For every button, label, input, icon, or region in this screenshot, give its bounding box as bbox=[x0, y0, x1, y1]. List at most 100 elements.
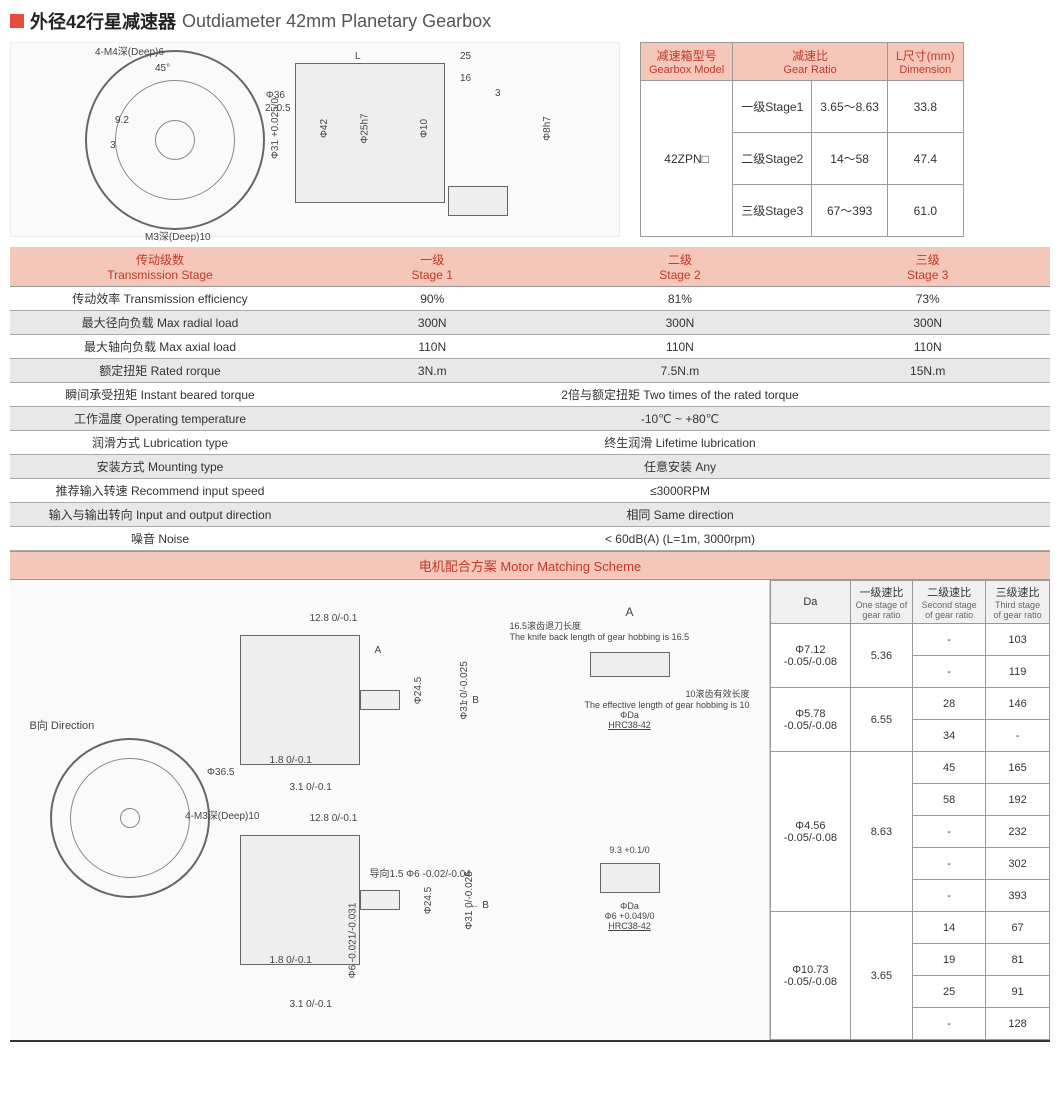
note: 9.3 +0.1/0 bbox=[510, 845, 750, 855]
cell: 47.4 bbox=[887, 133, 963, 185]
note: The effective length of gear hobbing is … bbox=[510, 700, 750, 710]
label-cell: 额定扭矩 Rated rorque bbox=[10, 359, 310, 383]
s3-cell: 393 bbox=[986, 880, 1050, 912]
th-cn: 减速箱型号 bbox=[649, 47, 724, 64]
note: Φ6 +0.049/0 bbox=[510, 911, 750, 921]
cell: 61.0 bbox=[887, 185, 963, 237]
cell: 14～58 bbox=[812, 133, 888, 185]
dim-label: ← B bbox=[470, 900, 489, 911]
s2-cell: - bbox=[913, 816, 986, 848]
table-row: 最大轴向负载 Max axial load110N110N110N bbox=[10, 335, 1050, 359]
dim-label: 4-M4深(Deep)6 bbox=[95, 43, 164, 58]
th-cn: 一级速比 bbox=[855, 584, 908, 600]
table-row: Φ7.12 -0.05/-0.085.36-103 bbox=[771, 624, 1050, 656]
s2-cell: 45 bbox=[913, 752, 986, 784]
label-cell: 工作温度 Operating temperature bbox=[10, 407, 310, 431]
label-cell: 润滑方式 Lubrication type bbox=[10, 431, 310, 455]
table-row: 42ZPN□一级Stage13.65～8.6333.8 bbox=[641, 81, 964, 133]
hrc-label: HRC38-42 bbox=[510, 921, 750, 931]
cell: 300N bbox=[310, 311, 554, 335]
header-marker-icon bbox=[10, 14, 24, 28]
s1-cell: 6.55 bbox=[850, 688, 912, 752]
cell: 二级Stage2 bbox=[733, 133, 812, 185]
dim-label: 45° bbox=[155, 63, 170, 74]
dim-label: 3.1 0/-0.1 bbox=[290, 782, 332, 793]
dim-label: 1.8 0/-0.1 bbox=[270, 955, 312, 966]
s3-cell: - bbox=[986, 720, 1050, 752]
note: ΦDa bbox=[510, 901, 750, 911]
da-cell: Φ7.12 -0.05/-0.08 bbox=[771, 624, 851, 688]
label-cell: 最大轴向负载 Max axial load bbox=[10, 335, 310, 359]
cell: 110N bbox=[310, 335, 554, 359]
dim-label: Φ31 0/-0.025 bbox=[458, 661, 469, 720]
s3-cell: 192 bbox=[986, 784, 1050, 816]
title-en: Outdiameter 42mm Planetary Gearbox bbox=[182, 11, 491, 32]
merged-cell: 任意安装 Any bbox=[310, 455, 1050, 479]
merged-cell: 终生润滑 Lifetime lubrication bbox=[310, 431, 1050, 455]
th-model: 减速箱型号 Gearbox Model bbox=[641, 43, 733, 81]
dim-label: 导向1.5 Φ6 -0.02/-0.04 bbox=[370, 865, 471, 880]
label-cell: 传动效率 Transmission efficiency bbox=[10, 287, 310, 311]
dim-label: 3 bbox=[495, 88, 501, 99]
th-s2: 二级 Stage 2 bbox=[554, 247, 805, 287]
th-en: Gearbox Model bbox=[649, 64, 724, 76]
dim-label: M3深(Deep)10 bbox=[145, 228, 211, 243]
th-ratio: 减速比 Gear Ratio bbox=[733, 43, 888, 81]
da-cell: Φ10.73 -0.05/-0.08 bbox=[771, 912, 851, 1040]
th-s3: 三级 Stage 3 bbox=[805, 247, 1050, 287]
th-en: Dimension bbox=[896, 64, 955, 76]
th-cn: 三级速比 bbox=[990, 584, 1045, 600]
s2-cell: 34 bbox=[913, 720, 986, 752]
cell: 110N bbox=[554, 335, 805, 359]
merged-cell: < 60dB(A) (L=1m, 3000rpm) bbox=[310, 527, 1050, 551]
label-cell: 噪音 Noise bbox=[10, 527, 310, 551]
s2-cell: 14 bbox=[913, 912, 986, 944]
th-cn: 二级速比 bbox=[917, 584, 981, 600]
dim-label: Φ8h7 bbox=[542, 117, 553, 142]
table-row: 安装方式 Mounting type任意安装 Any bbox=[10, 455, 1050, 479]
th-en: Stage 1 bbox=[314, 268, 550, 282]
motor-ratio-table: Da 一级速比 One stage of gear ratio 二级速比 Sec… bbox=[770, 580, 1050, 1040]
th-s1: 一级 Stage 1 bbox=[310, 247, 554, 287]
merged-cell: -10℃ ~ +80℃ bbox=[310, 407, 1050, 431]
b-direction-label: B向 Direction bbox=[30, 717, 230, 733]
cell: 33.8 bbox=[887, 81, 963, 133]
title-cn: 外径42行星减速器 bbox=[30, 8, 176, 34]
motor-section: B向 Direction Φ36.5 4-M3深(Deep)10 12.8 0/… bbox=[10, 580, 1050, 1042]
dim-label: Φ31 +0.025/0 bbox=[270, 98, 281, 159]
th-en: Stage 2 bbox=[558, 268, 801, 282]
th-dim: L尺寸(mm) Dimension bbox=[887, 43, 963, 81]
th-en: One stage of gear ratio bbox=[855, 600, 908, 620]
s2-cell: - bbox=[913, 624, 986, 656]
s2-cell: - bbox=[913, 880, 986, 912]
merged-cell: 相同 Same direction bbox=[310, 503, 1050, 527]
label-cell: 瞬间承受扭矩 Instant beared torque bbox=[10, 383, 310, 407]
th-s3: 三级速比 Third stage of gear ratio bbox=[986, 581, 1050, 624]
cell: 3N.m bbox=[310, 359, 554, 383]
dim-label: 12.8 0/-0.1 bbox=[310, 813, 358, 824]
dim-label: Φ24.5 bbox=[423, 887, 434, 914]
motor-drawing: B向 Direction Φ36.5 4-M3深(Deep)10 12.8 0/… bbox=[10, 580, 770, 1040]
table-row: 传动效率 Transmission efficiency90%81%73% bbox=[10, 287, 1050, 311]
label-cell: 最大径向负载 Max radial load bbox=[10, 311, 310, 335]
s2-cell: 19 bbox=[913, 944, 986, 976]
dim-label: 3.1 0/-0.1 bbox=[290, 999, 332, 1010]
th-en: Transmission Stage bbox=[14, 268, 306, 282]
cell: 300N bbox=[554, 311, 805, 335]
motor-matching-header: 电机配合方案 Motor Matching Scheme bbox=[10, 551, 1050, 580]
cell: 三级Stage3 bbox=[733, 185, 812, 237]
model-cell: 42ZPN□ bbox=[641, 81, 733, 237]
table-row: 噪音 Noise< 60dB(A) (L=1m, 3000rpm) bbox=[10, 527, 1050, 551]
da-cell: Φ4.56 -0.05/-0.08 bbox=[771, 752, 851, 912]
dim-label: ← B bbox=[460, 695, 479, 706]
dim-label: Φ25h7 bbox=[360, 114, 371, 144]
s3-cell: 67 bbox=[986, 912, 1050, 944]
s1-cell: 5.36 bbox=[850, 624, 912, 688]
table-row: 瞬间承受扭矩 Instant beared torque2倍与额定扭矩 Two … bbox=[10, 383, 1050, 407]
s1-cell: 8.63 bbox=[850, 752, 912, 912]
label-cell: 推荐输入转速 Recommend input speed bbox=[10, 479, 310, 503]
cell: 73% bbox=[805, 287, 1050, 311]
s2-cell: 28 bbox=[913, 688, 986, 720]
cell: 15N.m bbox=[805, 359, 1050, 383]
s2-cell: - bbox=[913, 1008, 986, 1040]
